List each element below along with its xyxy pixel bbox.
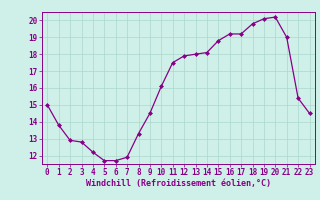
X-axis label: Windchill (Refroidissement éolien,°C): Windchill (Refroidissement éolien,°C)	[86, 179, 271, 188]
